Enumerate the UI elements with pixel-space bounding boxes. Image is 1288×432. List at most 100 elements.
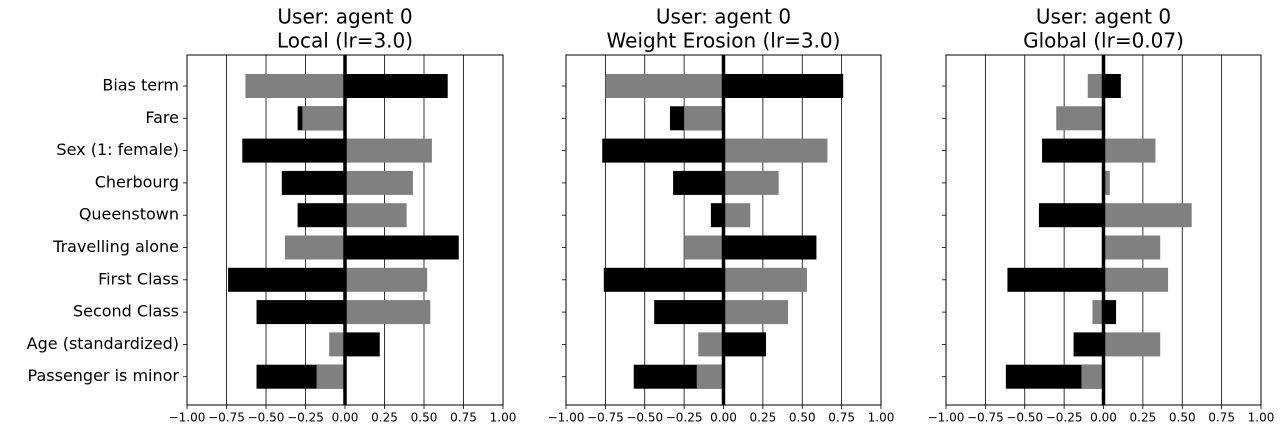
bar [256, 300, 345, 325]
bar [245, 74, 345, 98]
chart-title: Weight Erosion (lr=3.0) [607, 29, 841, 53]
y-tick-label: Sex (1: female) [56, 140, 179, 159]
bar [723, 170, 779, 195]
chart-title: User: agent 0 [656, 5, 791, 29]
bar [723, 74, 844, 98]
x-tick-label: 0.50 [411, 411, 438, 425]
bar [1073, 332, 1104, 357]
bar [654, 300, 724, 325]
x-tick-label: −0.75 [587, 411, 624, 425]
bar [1103, 203, 1192, 228]
bar [1103, 138, 1156, 163]
y-tick-label: Travelling alone [52, 237, 179, 256]
bar [1081, 364, 1104, 389]
x-tick-label: −0.50 [1006, 411, 1043, 425]
x-tick-label: −0.75 [967, 411, 1004, 425]
x-tick-label: 0.00 [1090, 411, 1117, 425]
y-tick-label: Bias term [102, 76, 179, 95]
x-tick-label: −0.75 [208, 411, 245, 425]
x-tick-label: −1.00 [548, 411, 585, 425]
bar [723, 203, 751, 228]
x-tick-label: −0.50 [626, 411, 663, 425]
bar [242, 138, 345, 163]
x-tick-label: −1.00 [928, 411, 965, 425]
y-tick-label: First Class [98, 269, 179, 288]
bar [723, 267, 807, 292]
chart-title: Global (lr=0.07) [1023, 29, 1184, 53]
bar [345, 332, 380, 357]
bar [723, 235, 817, 260]
y-tick-label: Cherbourg [95, 172, 179, 191]
bar [345, 138, 432, 163]
bar [345, 203, 407, 228]
bar [696, 364, 724, 389]
bar [1103, 267, 1169, 292]
bar [345, 235, 459, 260]
bar [302, 106, 345, 131]
bar [281, 170, 345, 195]
x-tick-label: 0.50 [789, 411, 816, 425]
y-tick-label: Second Class [73, 302, 179, 321]
x-tick-label: 0.00 [710, 411, 737, 425]
axes-frame [186, 54, 504, 406]
bar [228, 267, 345, 292]
bar [329, 332, 345, 357]
x-tick-label: −0.25 [287, 411, 324, 425]
bar [345, 267, 428, 292]
bar [316, 364, 345, 389]
bar [1007, 267, 1104, 292]
bar [284, 235, 345, 260]
bar [698, 332, 724, 357]
bar [723, 300, 789, 325]
bar [1103, 332, 1161, 357]
y-tick-label: Queenstown [79, 205, 179, 224]
y-tick-label: Age (standardized) [27, 334, 179, 353]
y-tick-label: Passenger is minor [28, 366, 180, 385]
bar [603, 267, 724, 292]
bar [1042, 138, 1104, 163]
x-tick-label: 0.25 [750, 411, 777, 425]
axes-frame [945, 54, 1262, 406]
x-tick-label: 0.00 [332, 411, 359, 425]
bar [1103, 170, 1110, 195]
chart-title: User: agent 0 [1036, 5, 1171, 29]
bar [723, 138, 828, 163]
x-tick-label: 0.75 [828, 411, 855, 425]
x-tick-label: 0.50 [1169, 411, 1196, 425]
bar [684, 235, 724, 260]
x-tick-label: 0.75 [450, 411, 477, 425]
x-tick-label: 1.00 [490, 411, 517, 425]
bar [1103, 300, 1117, 325]
y-tick-label: Fare [145, 108, 179, 127]
bar [1103, 235, 1161, 260]
bar [297, 203, 345, 228]
chart-title: Local (lr=3.0) [277, 29, 413, 53]
bar [673, 170, 724, 195]
x-tick-label: −0.25 [1046, 411, 1083, 425]
bar [710, 203, 724, 228]
bar [1087, 74, 1104, 98]
x-tick-label: 0.75 [1208, 411, 1235, 425]
x-tick-label: 1.00 [868, 411, 895, 425]
bar [605, 74, 724, 98]
bar [345, 300, 431, 325]
chart-title: User: agent 0 [277, 5, 412, 29]
bar [1092, 300, 1104, 325]
x-tick-label: −1.00 [169, 411, 206, 425]
x-tick-label: 0.25 [371, 411, 398, 425]
x-tick-label: 1.00 [1248, 411, 1275, 425]
bar [345, 74, 448, 98]
axes-frame [565, 54, 882, 406]
bar [1038, 203, 1104, 228]
x-tick-label: −0.25 [666, 411, 703, 425]
bar [684, 106, 724, 131]
bar [1103, 74, 1121, 98]
bar [345, 170, 413, 195]
x-tick-label: 0.25 [1130, 411, 1157, 425]
bar [1056, 106, 1104, 131]
bar [602, 138, 724, 163]
